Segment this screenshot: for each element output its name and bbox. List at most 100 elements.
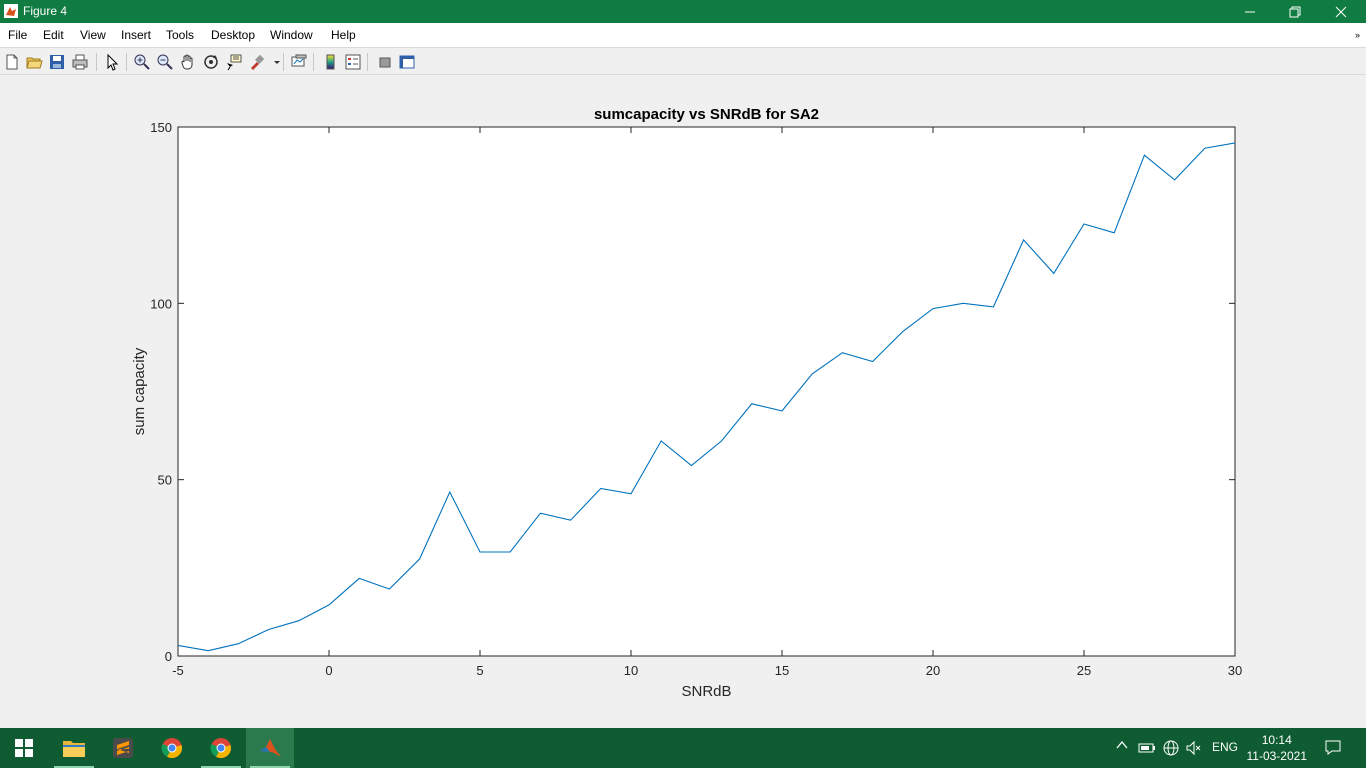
minimize-icon	[1245, 11, 1255, 12]
data-point[interactable]	[750, 402, 753, 405]
restore-button[interactable]	[1272, 0, 1318, 23]
menu-edit[interactable]: Edit	[43, 28, 64, 42]
menu-window[interactable]: Window	[270, 28, 313, 42]
zoom-out-icon[interactable]	[156, 53, 174, 71]
chrome-profile-button[interactable]	[197, 728, 245, 768]
chevron-up-icon[interactable]	[1115, 738, 1129, 755]
menu-desktop[interactable]: Desktop	[211, 28, 256, 42]
data-point[interactable]	[811, 372, 814, 375]
data-point[interactable]	[509, 550, 512, 553]
x-tick-label: 25	[1077, 663, 1091, 678]
data-point[interactable]	[781, 409, 784, 412]
data-point[interactable]	[1113, 231, 1116, 234]
rotate-3d-icon[interactable]	[202, 53, 220, 71]
data-point[interactable]	[1143, 154, 1146, 157]
insert-legend-icon[interactable]	[344, 53, 362, 71]
matlab-icon	[4, 4, 18, 18]
clock-date: 11-03-2021	[1246, 749, 1308, 763]
show-plot-tools-icon[interactable]	[398, 53, 416, 71]
link-plot-icon[interactable]	[290, 53, 308, 71]
data-point[interactable]	[690, 464, 693, 467]
data-point[interactable]	[720, 439, 723, 442]
zoom-in-icon[interactable]	[133, 53, 151, 71]
battery-icon[interactable]	[1138, 739, 1156, 758]
menu-file[interactable]: File	[8, 28, 28, 42]
menu-overflow-icon[interactable]: »	[1354, 30, 1360, 40]
close-button[interactable]	[1318, 0, 1364, 23]
menu-help[interactable]: Help	[331, 28, 356, 42]
data-point[interactable]	[177, 644, 180, 647]
menu-insert[interactable]: Insert	[121, 28, 152, 42]
hide-plot-tools-icon[interactable]	[376, 53, 394, 71]
data-point[interactable]	[1234, 141, 1237, 144]
data-point[interactable]	[1203, 147, 1206, 150]
data-point[interactable]	[267, 628, 270, 631]
open-file-icon[interactable]	[25, 53, 43, 71]
sublime-text-button[interactable]	[99, 728, 147, 768]
data-point[interactable]	[479, 550, 482, 553]
language-indicator[interactable]: ENG	[1212, 740, 1239, 754]
data-point[interactable]	[297, 619, 300, 622]
data-point[interactable]	[1083, 222, 1086, 225]
data-point[interactable]	[358, 577, 361, 580]
file-explorer-button[interactable]	[50, 728, 98, 768]
data-point[interactable]	[207, 649, 210, 652]
menu-tools[interactable]: Tools	[166, 28, 195, 42]
data-point[interactable]	[992, 305, 995, 308]
data-cursor-icon[interactable]	[225, 53, 243, 71]
taskbar-clock[interactable]: 10:14 11-03-2021	[1247, 732, 1308, 764]
close-icon	[1335, 6, 1347, 17]
menu-view[interactable]: View	[80, 28, 106, 42]
data-point[interactable]	[539, 512, 542, 515]
figure-canvas: -5 0 5 10 15 20 25 30 0 50 100 150 sumcapacity vs SN…	[0, 76, 1366, 728]
data-point[interactable]	[418, 558, 421, 561]
notification-icon[interactable]	[1324, 738, 1342, 759]
minimize-button[interactable]	[1227, 0, 1273, 23]
brush-icon[interactable]	[248, 53, 266, 71]
network-globe-icon[interactable]	[1162, 739, 1180, 760]
new-figure-icon[interactable]	[3, 53, 21, 71]
data-point[interactable]	[871, 360, 874, 363]
save-icon[interactable]	[48, 53, 66, 71]
toolbar-separator	[313, 53, 314, 71]
start-button[interactable]	[0, 728, 48, 768]
data-point[interactable]	[1173, 178, 1176, 181]
x-tick-label: 5	[476, 663, 483, 678]
data-point[interactable]	[630, 492, 633, 495]
edit-plot-arrow-icon[interactable]	[103, 53, 121, 71]
pan-hand-icon[interactable]	[179, 53, 197, 71]
matlab-button[interactable]	[246, 728, 294, 768]
y-tick-label: 150	[150, 120, 172, 135]
toolbar-separator	[283, 53, 284, 71]
data-point[interactable]	[962, 302, 965, 305]
data-point[interactable]	[599, 487, 602, 490]
title-bar: Figure 4	[0, 0, 1366, 23]
x-tick-label: 30	[1228, 663, 1242, 678]
series-line[interactable]	[177, 142, 1236, 652]
data-point[interactable]	[328, 603, 331, 606]
x-tick-label: 15	[775, 663, 789, 678]
data-point[interactable]	[1052, 272, 1055, 275]
data-point[interactable]	[841, 351, 844, 354]
data-point[interactable]	[569, 519, 572, 522]
matlab-icon	[259, 739, 281, 757]
y-tick-label: 50	[158, 473, 172, 488]
x-tick-label: 10	[624, 663, 638, 678]
data-point[interactable]	[901, 330, 904, 333]
data-point[interactable]	[660, 439, 663, 442]
plot-area[interactable]	[177, 126, 1236, 657]
data-point[interactable]	[237, 642, 240, 645]
data-point[interactable]	[932, 307, 935, 310]
x-axis-label: SNRdB	[681, 683, 731, 700]
folder-icon	[63, 741, 85, 757]
data-point[interactable]	[448, 491, 451, 494]
toolbar-separator	[96, 53, 97, 71]
data-point[interactable]	[388, 587, 391, 590]
insert-colorbar-icon[interactable]	[322, 53, 340, 71]
chrome-button[interactable]	[148, 728, 196, 768]
chevron-down-icon[interactable]	[268, 53, 280, 71]
windows-icon	[15, 739, 33, 757]
data-point[interactable]	[1022, 238, 1025, 241]
print-icon[interactable]	[71, 53, 89, 71]
volume-muted-icon[interactable]	[1185, 739, 1203, 760]
